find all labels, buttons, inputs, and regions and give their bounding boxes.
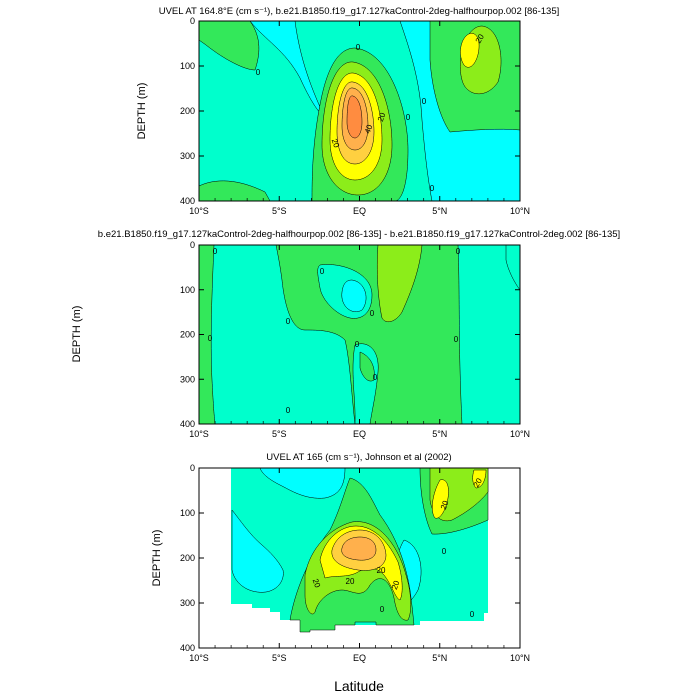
- x-tick-label: 10°S: [189, 653, 209, 663]
- contour-label: 0: [286, 317, 291, 326]
- contour-label: 0: [286, 406, 291, 415]
- y-tick-label: 400: [180, 643, 195, 653]
- panel-1-eastward-west-band: [199, 21, 260, 71]
- panel-1-contour-labels: 20 40 20 0 0 0 0 0 20: [256, 32, 486, 193]
- contour-label: 20: [376, 111, 388, 123]
- y-tick-label: 0: [190, 463, 195, 473]
- panel-2-plot-area: [199, 245, 520, 424]
- panel-2-core-westward: [341, 279, 367, 312]
- contour-label: 0: [422, 97, 427, 106]
- panel-3-y-axis-label: DEPTH (m): [151, 530, 163, 587]
- y-tick-label: 200: [180, 106, 195, 116]
- y-tick-label: 400: [180, 196, 195, 206]
- panel-1-x-axis: 10°S 5°S EQ 5°N 10°N: [189, 21, 530, 216]
- contour-label: 0: [356, 43, 361, 52]
- contour-label: 40: [363, 123, 375, 135]
- contour-label: 20: [330, 137, 342, 149]
- panel-2: b.e21.B1850.f19_g17.127kaControl-2deg-ha…: [71, 229, 620, 439]
- y-tick-label: 100: [180, 508, 195, 518]
- panel-3-westward-region: [231, 509, 284, 593]
- panel-3-undercurrent-50: [341, 536, 377, 561]
- x-tick-label: 10°S: [189, 206, 209, 216]
- panel-3: UVEL AT 165 (cm s⁻¹), Johnson et al (200…: [151, 452, 530, 663]
- contour-label: 0: [373, 373, 378, 382]
- contour-label: 20: [377, 566, 386, 575]
- panel-1-deep-eastward-band: [199, 180, 271, 201]
- contour-label: 20: [390, 579, 402, 591]
- y-tick-label: 200: [180, 553, 195, 563]
- x-tick-label: 10°N: [510, 429, 530, 439]
- x-tick-label: EQ: [353, 206, 366, 216]
- panel-1-westward-region: [249, 21, 326, 119]
- panel-2-small-positive-cell: [359, 351, 375, 382]
- contour-label: 0: [380, 605, 385, 614]
- panel-1-undercurrent-60: [346, 95, 363, 139]
- y-tick-label: 0: [190, 16, 195, 26]
- x-tick-label: 5°N: [432, 429, 447, 439]
- panel-2-positive-north-cell: [376, 245, 423, 323]
- contour-label: 0: [442, 547, 447, 556]
- contour-label: 20: [346, 577, 355, 586]
- contour-label: 0: [406, 113, 411, 122]
- x-axis-title: Latitude: [334, 678, 384, 694]
- y-tick-label: 300: [180, 151, 195, 161]
- panel-1-counter-current-core: [460, 33, 480, 68]
- contour-label: 0: [454, 335, 459, 344]
- panel-2-contour-labels: 0 0 0 0 0 0 0 0 0 0: [208, 247, 461, 415]
- panel-2-title: b.e21.B1850.f19_g17.127kaControl-2deg-ha…: [98, 229, 620, 240]
- panel-3-plot-area: [199, 468, 520, 648]
- x-tick-label: 10°S: [189, 429, 209, 439]
- x-tick-label: 5°N: [432, 206, 447, 216]
- contour-label: 0: [370, 309, 375, 318]
- contour-label: 0: [470, 610, 475, 619]
- y-tick-label: 200: [180, 330, 195, 340]
- y-tick-label: 0: [190, 240, 195, 250]
- panel-3-counter-current-30: [432, 479, 449, 519]
- x-tick-label: EQ: [353, 429, 366, 439]
- x-tick-label: 5°S: [272, 206, 287, 216]
- x-tick-label: 5°S: [272, 429, 287, 439]
- x-tick-label: 5°N: [432, 653, 447, 663]
- panel-2-y-axis: DEPTH (m) 0 100 200 300 400: [71, 240, 520, 429]
- contour-label: 0: [456, 247, 461, 256]
- contour-label: 0: [320, 267, 325, 276]
- contour-label: 20: [439, 499, 451, 511]
- contour-label: 0: [430, 184, 435, 193]
- x-tick-label: 5°S: [272, 653, 287, 663]
- x-tick-label: 10°N: [510, 653, 530, 663]
- contour-label: 0: [208, 334, 213, 343]
- x-tick-label: EQ: [353, 653, 366, 663]
- y-tick-label: 100: [180, 61, 195, 71]
- y-tick-label: 300: [180, 598, 195, 608]
- panel-2-x-axis: 10°S 5°S EQ 5°N 10°N: [189, 245, 530, 439]
- y-tick-label: 300: [180, 374, 195, 384]
- panel-1-y-axis-label: DEPTH (m): [136, 83, 148, 140]
- contour-label: 0: [213, 247, 218, 256]
- contour-label: 0: [256, 68, 261, 77]
- panel-1-plot-area: [199, 21, 520, 201]
- y-tick-label: 100: [180, 285, 195, 295]
- panel-3-x-axis: 10°S 5°S EQ 5°N 10°N: [189, 468, 530, 663]
- x-tick-label: 10°N: [510, 206, 530, 216]
- panel-3-title: UVEL AT 165 (cm s⁻¹), Johnson et al (200…: [266, 452, 451, 463]
- panel-3-counter-current-30: [472, 469, 487, 489]
- contour-label: 20: [311, 577, 323, 589]
- panel-1: UVEL AT 164.8°E (cm s⁻¹), b.e21.B1850.f1…: [136, 6, 559, 216]
- contour-label: 0: [355, 340, 360, 349]
- panel-3-westward-region: [259, 468, 346, 499]
- panel-2-y-axis-label: DEPTH (m): [71, 306, 83, 363]
- panel-1-title: UVEL AT 164.8°E (cm s⁻¹), b.e21.B1850.f1…: [159, 6, 560, 17]
- y-tick-label: 400: [180, 419, 195, 429]
